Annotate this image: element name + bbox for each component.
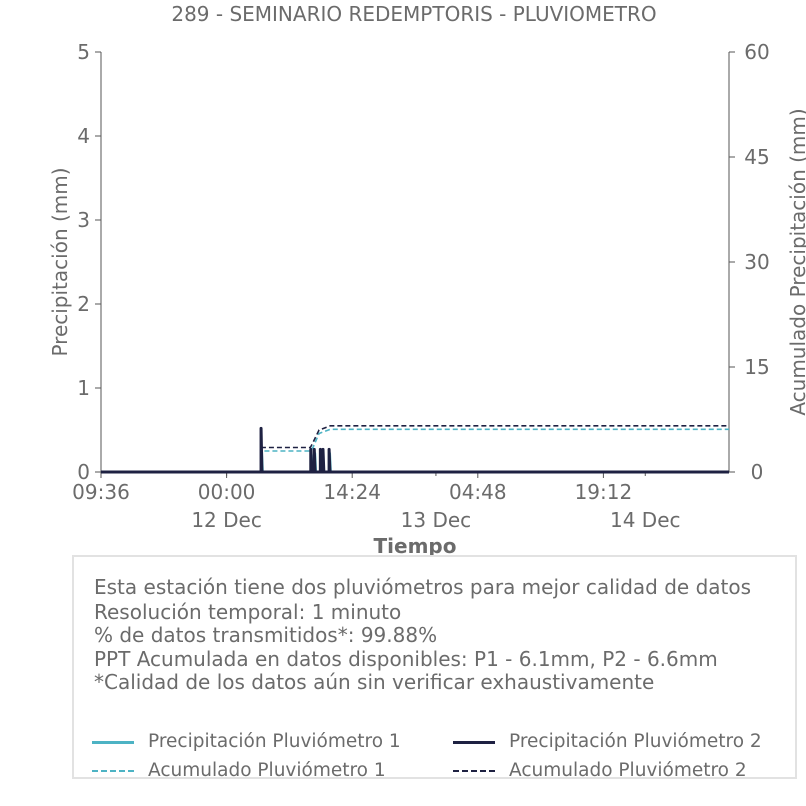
legend-swatch-precip-p1 [92, 741, 134, 744]
legend-swatch-accum-p2 [453, 770, 495, 772]
y-left-tick-label: 2 [77, 292, 90, 316]
y-right-tick-label: 60 [744, 40, 769, 64]
series-line-2 [101, 428, 729, 473]
info-box: Esta estación tiene dos pluviómetros par… [72, 555, 797, 781]
legend-item-accum-p1: Acumulado Pluviómetro 1 [92, 759, 422, 783]
y-left-tick-label: 0 [77, 460, 90, 484]
x-tick-label: 14:24 [323, 480, 381, 504]
legend-item-precip-p2: Precipitación Pluviómetro 2 [453, 730, 783, 754]
legend-item-precip-p1: Precipitación Pluviómetro 1 [92, 730, 422, 754]
info-line-transmitted: % de datos transmitidos*: 99.88% [94, 623, 438, 647]
chart-title: 289 - SEMINARIO REDEMPTORIS - PLUVIOMETR… [171, 2, 656, 26]
y-left-tick-label: 4 [77, 124, 90, 148]
legend-label-accum-p2: Acumulado Pluviómetro 2 [509, 760, 747, 781]
info-line-stations: Esta estación tiene dos pluviómetros par… [94, 575, 752, 599]
y-axis-label-left: Precipitación (mm) [48, 167, 72, 356]
x-tick-label: 09:36 [72, 480, 130, 504]
y-left-tick-label: 3 [77, 208, 90, 232]
y-right-tick-label: 0 [751, 460, 764, 484]
y-right-tick-label: 45 [744, 145, 769, 169]
legend-label-precip-p1: Precipitación Pluviómetro 1 [148, 731, 401, 752]
x-date-label: 12 Dec [191, 508, 262, 532]
x-date-label: 13 Dec [401, 508, 472, 532]
x-tick-label: 19:12 [575, 480, 633, 504]
legend-label-precip-p2: Precipitación Pluviómetro 2 [509, 731, 762, 752]
series-line-1 [101, 426, 729, 474]
series-line-3 [101, 425, 729, 473]
x-date-label: 14 Dec [610, 508, 681, 532]
y-left-tick-label: 5 [77, 40, 90, 64]
y-axis-label-right: Acumulado Precipitación (mm) [786, 108, 806, 415]
x-tick-label: 00:00 [198, 480, 256, 504]
x-axis-label: Tiempo [374, 534, 457, 558]
y-left-tick-label: 1 [77, 376, 90, 400]
legend-swatch-precip-p2 [453, 741, 495, 744]
legend-swatch-accum-p1 [92, 770, 134, 772]
x-tick-label: 04:48 [449, 480, 507, 504]
info-line-quality-note: *Calidad de los datos aún sin verificar … [94, 670, 655, 694]
series-layer [101, 425, 729, 474]
legend-label-accum-p1: Acumulado Pluviómetro 1 [148, 760, 386, 781]
info-line-resolution: Resolución temporal: 1 minuto [94, 600, 402, 624]
y-right-tick-label: 30 [744, 250, 769, 274]
legend-item-accum-p2: Acumulado Pluviómetro 2 [453, 759, 783, 783]
info-line-accumulated: PPT Acumulada en datos disponibles: P1 -… [94, 647, 718, 671]
y-right-tick-label: 15 [744, 355, 769, 379]
series-line-0 [101, 449, 729, 474]
